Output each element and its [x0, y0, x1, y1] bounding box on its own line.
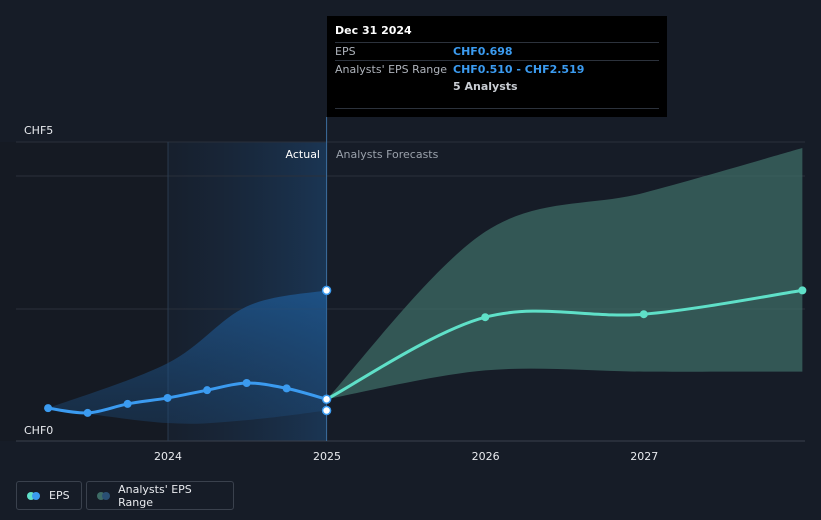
legend-eps-range[interactable]: Analysts' EPS Range — [86, 481, 234, 510]
eps-actual-point — [83, 408, 92, 417]
actual-label: Actual — [286, 148, 320, 161]
x-tick-label: 2026 — [472, 450, 500, 463]
highlight-point — [321, 394, 332, 405]
highlight-point — [321, 285, 332, 296]
eps-range-band-forecast — [326, 147, 803, 400]
eps-forecast-line — [325, 288, 804, 401]
x-tick-label: 2024 — [154, 450, 182, 463]
eps-actual-point — [163, 393, 172, 402]
tooltip-divider — [335, 108, 659, 109]
eps-chart: CHF5 CHF0 Actual Analysts Forecasts 2024… — [16, 117, 807, 463]
eps-forecast-point — [639, 310, 648, 319]
tooltip-analysts: 5 Analysts — [453, 80, 518, 93]
y-label-top: CHF5 — [24, 124, 53, 137]
eps-forecast-point — [798, 286, 807, 295]
legend-eps-label: EPS — [49, 489, 70, 502]
eps-swatch-icon — [27, 491, 41, 500]
eps-actual-point — [44, 404, 53, 413]
forecast-label: Analysts Forecasts — [336, 148, 439, 161]
tooltip-eps-row: EPS CHF0.698 — [335, 42, 659, 60]
eps-forecast-point — [481, 313, 490, 322]
eps-actual-point — [203, 386, 212, 395]
range-swatch-icon — [97, 491, 110, 500]
eps-actual-point — [282, 384, 291, 393]
eps-actual-point — [123, 399, 132, 408]
tooltip-date: Dec 31 2024 — [335, 24, 412, 37]
y-label-bottom: CHF0 — [24, 424, 53, 437]
highlight-point — [321, 405, 332, 416]
eps-range-band-historical — [48, 290, 327, 424]
tooltip-range-label: Analysts' EPS Range — [335, 63, 448, 76]
tooltip-eps-label: EPS — [335, 45, 356, 58]
x-tick-label: 2027 — [630, 450, 658, 463]
tooltip-eps-value: CHF0.698 — [453, 45, 513, 58]
tooltip-analysts-row: 5 Analysts — [335, 78, 659, 95]
legend-eps[interactable]: EPS — [16, 481, 82, 510]
tooltip-range-value: CHF0.510 - CHF2.519 — [453, 63, 585, 76]
tooltip-range-row: Analysts' EPS Range CHF0.510 - CHF2.519 — [335, 60, 659, 78]
x-tick-label: 2025 — [313, 450, 341, 463]
tooltip: Dec 31 2024 EPS CHF0.698 Analysts' EPS R… — [327, 16, 667, 117]
eps-actual-point — [242, 378, 251, 387]
legend-range-label: Analysts' EPS Range — [118, 482, 192, 509]
